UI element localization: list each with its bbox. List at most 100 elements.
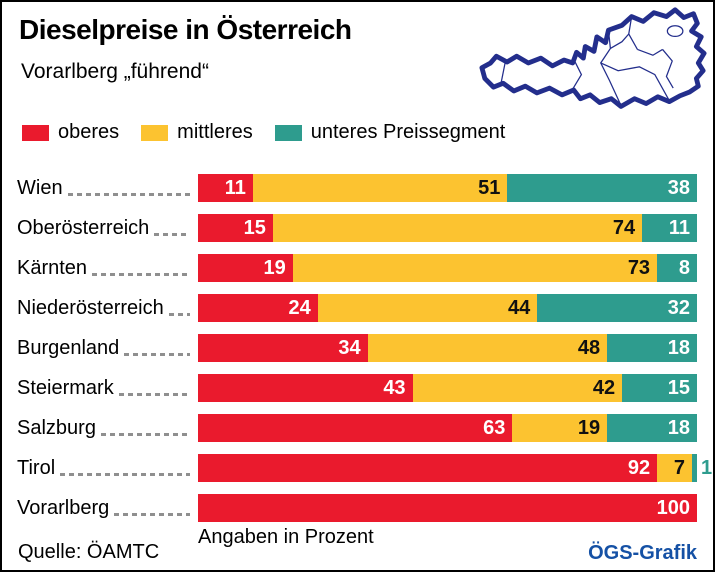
chart-row: Kärnten 19 73 8 [17, 254, 699, 282]
dotted-leader [168, 313, 190, 316]
stacked-bar: 24 44 32 [198, 294, 697, 322]
segment-value: 44 [508, 296, 531, 319]
segment-value: 32 [667, 296, 690, 319]
segment-value: 42 [592, 376, 616, 399]
row-label-wrap: Tirol [17, 454, 198, 482]
segment-value: 24 [288, 296, 311, 319]
row-label-wrap: Steiermark [17, 374, 198, 402]
bar-segment: 15 [622, 374, 697, 402]
dotted-leader [67, 193, 190, 196]
segment-value: 51 [478, 176, 501, 199]
category-label: Burgenland [17, 337, 120, 359]
segment-value: 48 [577, 336, 601, 359]
bar-segment: 18 [607, 414, 697, 442]
legend: oberes mittleres unteres Preissegment [22, 121, 527, 144]
row-label-wrap: Kärnten [17, 254, 198, 282]
segment-value: 74 [612, 216, 636, 239]
segment-value: 15 [243, 216, 266, 239]
segment-value: 63 [483, 416, 506, 439]
category-label: Kärnten [17, 257, 88, 279]
row-label-wrap: Burgenland [17, 334, 198, 362]
legend-label: unteres Preissegment [310, 121, 506, 143]
legend-label: oberes [58, 121, 120, 143]
segment-value: 19 [577, 416, 601, 439]
bar-segment: 42 [412, 374, 623, 402]
stacked-bar: 92 7 1 [198, 454, 712, 482]
segment-value: 18 [667, 336, 690, 359]
chart-row: Steiermark 43 42 15 [17, 374, 699, 402]
bar-segment [692, 454, 697, 482]
dotted-leader [118, 393, 190, 396]
segment-value: 38 [667, 176, 690, 199]
segment-value: 73 [627, 256, 651, 279]
legend-label: mittleres [177, 121, 253, 143]
chart-row: Wien 11 51 38 [17, 174, 699, 202]
bar-segment: 63 [198, 414, 513, 442]
stacked-bar: 43 42 15 [198, 374, 697, 402]
category-label: Vorarlberg [17, 497, 110, 519]
bar-segment: 11 [642, 214, 697, 242]
segment-value: 92 [627, 456, 651, 479]
bar-segment: 11 [198, 174, 253, 202]
bar-segment: 8 [657, 254, 697, 282]
bar-segment: 24 [198, 294, 318, 322]
row-label-wrap: Salzburg [17, 414, 198, 442]
category-label: Salzburg [17, 417, 96, 439]
segment-value: 1 [701, 457, 713, 479]
category-label: Niederösterreich [17, 297, 164, 319]
bar-segment: 19 [198, 254, 293, 282]
dotted-leader [114, 513, 190, 516]
chart-row: Burgenland 34 48 18 [17, 334, 699, 362]
chart-row: Niederösterreich 24 44 32 [17, 294, 699, 322]
row-label-wrap: Niederösterreich [17, 294, 198, 322]
bar-segment: 74 [272, 214, 643, 242]
legend-item: unteres Preissegment [274, 121, 506, 144]
segment-value: 15 [667, 376, 690, 399]
bar-segment: 34 [198, 334, 368, 362]
bar-segment: 15 [198, 214, 273, 242]
category-label: Tirol [17, 457, 56, 479]
chart-row: Salzburg 63 19 18 [17, 414, 699, 442]
credit-label: ÖGS-Grafik [588, 542, 697, 564]
dotted-leader [92, 273, 190, 276]
bar-segment: 38 [507, 174, 697, 202]
source-label: Quelle: ÖAMTC [18, 541, 160, 563]
segment-value: 19 [263, 256, 286, 279]
bar-segment: 32 [537, 294, 697, 322]
stacked-bar: 100 [198, 494, 697, 522]
austria-map-icon [479, 7, 707, 109]
row-label-wrap: Vorarlberg [17, 494, 198, 522]
segment-value: 7 [673, 456, 685, 479]
legend-item: oberes [22, 121, 119, 144]
stacked-bar: 11 51 38 [198, 174, 697, 202]
subtitle: Vorarlberg „führend“ [21, 60, 209, 83]
bar-segment: 100 [198, 494, 697, 522]
bar-segment: 73 [292, 254, 658, 282]
stacked-bar: 34 48 18 [198, 334, 697, 362]
segment-value: 11 [668, 216, 690, 239]
category-label: Oberösterreich [17, 217, 150, 239]
segment-value: 11 [224, 176, 246, 199]
dotted-leader [154, 233, 190, 236]
bar-chart: Wien 11 51 38 Oberösterreich 15 74 11 Kärnten 19 7… [17, 174, 712, 534]
bar-segment: 18 [607, 334, 697, 362]
category-label: Wien [17, 177, 63, 199]
bar-segment: 48 [367, 334, 608, 362]
bar-segment: 44 [317, 294, 538, 322]
bar-segment: 19 [512, 414, 608, 442]
row-label-wrap: Wien [17, 174, 198, 202]
page-title: Dieselpreise in Österreich [19, 14, 352, 45]
legend-swatch-icon [274, 124, 302, 141]
chart-row: Tirol 92 7 1 [17, 454, 712, 482]
stacked-bar: 63 19 18 [198, 414, 697, 442]
dotted-leader [100, 433, 190, 436]
dotted-leader [60, 473, 190, 476]
category-label: Steiermark [17, 377, 114, 399]
stacked-bar: 19 73 8 [198, 254, 697, 282]
segment-value: 18 [667, 416, 690, 439]
chart-row: Vorarlberg 100 [17, 494, 699, 522]
legend-item: mittleres [141, 121, 253, 144]
bar-segment: 7 [657, 454, 692, 482]
chart-row: Oberösterreich 15 74 11 [17, 214, 699, 242]
